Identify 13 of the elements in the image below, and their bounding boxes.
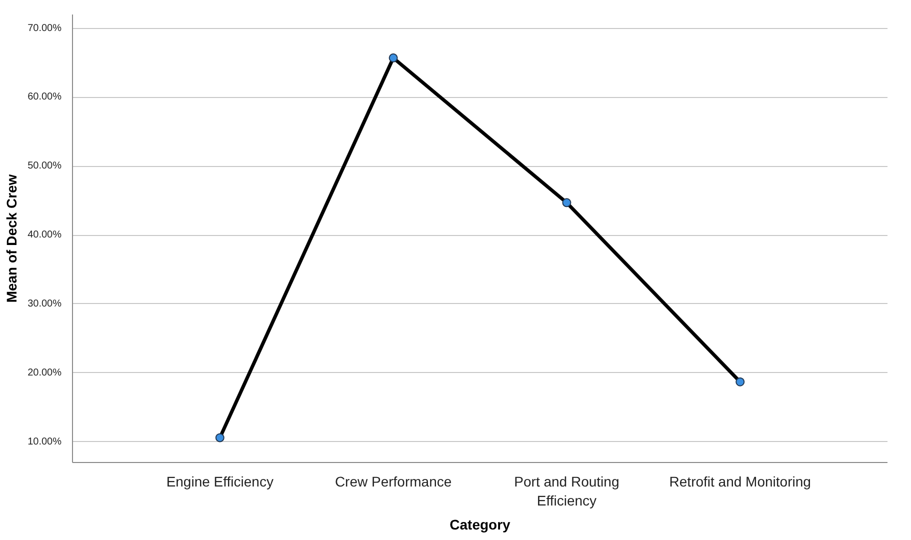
y-tick-label: 20.00% (28, 367, 62, 378)
y-tick-label: 70.00% (28, 22, 62, 34)
y-axis-title: Mean of Deck Crew (4, 174, 20, 303)
y-tick-label: 60.00% (28, 92, 62, 103)
y-tick-label: 10.00% (28, 436, 62, 448)
x-tick-label: Retrofit and Monitoring (669, 474, 811, 490)
x-tick-label: Crew Performance (334, 474, 452, 490)
y-tick-label: 50.00% (28, 160, 62, 172)
x-tick-label: Port and Routing Efficiency (514, 474, 620, 509)
y-tick-label: 40.00% (28, 230, 62, 241)
x-tick-label: Engine Efficiency (166, 474, 274, 490)
x-axis-title: Category (450, 516, 511, 533)
y-tick-label: 30.00% (28, 298, 62, 310)
